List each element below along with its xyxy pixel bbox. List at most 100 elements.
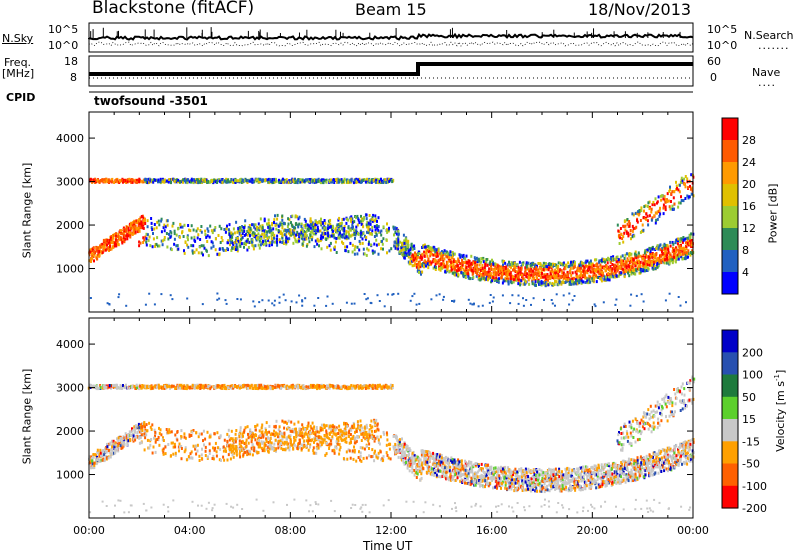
data-cell (260, 436, 262, 440)
data-cell (178, 449, 180, 453)
data-cell (649, 251, 652, 255)
data-cell (517, 268, 520, 272)
data-cell (498, 277, 500, 281)
data-cell (509, 271, 512, 274)
data-cell (679, 240, 682, 244)
data-cell (219, 434, 222, 438)
data-cell (372, 213, 375, 217)
data-cell (247, 432, 249, 436)
data-cell (252, 223, 255, 227)
data-cell (192, 429, 195, 432)
data-cell (483, 270, 486, 274)
data-cell (183, 249, 185, 253)
data-cell (297, 223, 300, 227)
data-cell (413, 263, 416, 267)
data-cell (471, 303, 474, 306)
data-cell (539, 263, 542, 266)
data-cell (549, 272, 552, 276)
data-cell (577, 269, 580, 273)
data-cell (371, 218, 374, 221)
data-cell (228, 446, 231, 450)
data-cell (614, 303, 617, 306)
data-cell (328, 244, 331, 248)
data-cell (173, 242, 176, 246)
data-cell (136, 178, 139, 182)
data-cell (250, 437, 253, 441)
data-cell (317, 297, 320, 299)
data-cell (136, 430, 139, 434)
data-cell (91, 252, 93, 256)
data-cell (427, 257, 430, 261)
data-cell (657, 246, 660, 250)
data-cell (132, 434, 135, 438)
data-cell (150, 221, 153, 225)
data-cell (235, 445, 238, 448)
data-cell (599, 263, 602, 267)
data-cell (92, 246, 95, 250)
data-cell (207, 254, 210, 258)
data-cell (106, 456, 108, 460)
data-cell (297, 420, 300, 424)
data-cell (154, 430, 157, 434)
data-cell (415, 256, 417, 260)
data-cell (375, 455, 378, 459)
data-cell (283, 442, 286, 446)
data-cell (134, 426, 137, 430)
data-cell (532, 275, 534, 279)
data-cell (191, 251, 194, 255)
data-cell (225, 302, 228, 305)
data-cell (278, 238, 281, 242)
data-cell (223, 438, 226, 442)
data-cell (98, 452, 101, 456)
data-cell (350, 302, 353, 305)
data-cell (120, 236, 122, 240)
data-cell (639, 254, 642, 258)
data-cell (143, 432, 146, 436)
data-cell (122, 236, 125, 240)
data-cell (226, 458, 229, 462)
data-cell (270, 234, 273, 238)
data-cell (669, 207, 672, 211)
data-cell (508, 269, 511, 273)
data-cell (254, 425, 257, 428)
data-cell (680, 199, 683, 202)
data-cell (567, 273, 570, 277)
data-cell (346, 178, 348, 182)
data-cell (359, 235, 362, 239)
data-cell (629, 232, 632, 236)
data-cell (266, 237, 269, 240)
data-cell (570, 260, 572, 264)
data-cell (236, 179, 239, 183)
data-cell (409, 251, 412, 255)
data-cell (308, 224, 311, 228)
data-cell (121, 446, 124, 450)
data-cell (300, 232, 303, 236)
data-cell (149, 443, 152, 447)
data-cell (423, 245, 426, 249)
data-cell (331, 449, 334, 453)
data-cell (213, 228, 216, 232)
data-cell (384, 178, 387, 182)
data-cell (489, 273, 492, 277)
data-cell (355, 177, 358, 181)
data-cell (218, 178, 221, 182)
data-cell (411, 260, 414, 264)
data-cell (439, 268, 442, 272)
data-cell (608, 268, 611, 272)
data-cell (664, 258, 667, 262)
data-cell (480, 260, 482, 264)
data-cell (194, 447, 197, 451)
data-cell (606, 265, 609, 269)
data-cell (235, 248, 237, 251)
data-cell (382, 458, 385, 462)
data-cell (143, 238, 146, 242)
data-cell (293, 422, 296, 426)
data-cell (273, 218, 276, 222)
data-cell (184, 448, 187, 452)
data-cell (240, 234, 243, 237)
data-cell (133, 425, 136, 429)
data-cell (381, 239, 383, 243)
data-cell (356, 214, 359, 218)
data-cell (290, 221, 292, 225)
data-cell (555, 273, 558, 277)
